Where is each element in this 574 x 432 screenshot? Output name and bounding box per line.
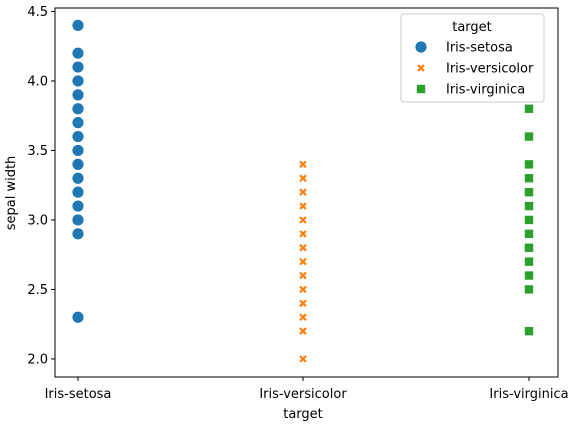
legend: target Iris-setosa Iris-versicolor Iris-vi…: [400, 13, 545, 103]
legend-label: Iris-versicolor: [446, 62, 534, 77]
x-axis: Iris-setosa Iris-versicolor Iris-virginica: [45, 377, 569, 402]
data-point-circle: [71, 144, 85, 157]
data-point-square: [524, 242, 534, 253]
data-point-circle: [71, 310, 85, 324]
data-point-x: [298, 215, 308, 225]
legend-items: Iris-setosa Iris-versicolor Iris-virginica: [414, 40, 534, 98]
data-point-circle: [71, 88, 85, 102]
data-point-x: [298, 312, 308, 322]
data-point-square: [524, 103, 534, 114]
legend-box: [400, 13, 545, 103]
data-point-square: [524, 284, 534, 295]
data-point-square: [524, 159, 534, 170]
data-point-square: [524, 256, 534, 267]
y-tick-label: 4.0: [27, 74, 48, 89]
data-point-circle: [71, 116, 85, 130]
data-point-circle: [71, 74, 85, 88]
data-point-square: [524, 270, 534, 281]
data-point-circle: [71, 130, 85, 143]
data-point-square: [524, 187, 534, 197]
data-point-x: [298, 159, 308, 169]
x-axis-label: target: [283, 407, 323, 422]
legend-label: Iris-setosa: [446, 41, 513, 56]
legend-title: target: [452, 20, 492, 35]
data-point-x: [298, 270, 308, 281]
plot-frame: [54, 7, 559, 378]
data-point-x: [298, 187, 308, 197]
data-point-square: [524, 326, 534, 336]
y-tick-label: 3.0: [27, 213, 48, 228]
legend-marker-square: [416, 84, 426, 94]
data-point-x: [298, 298, 308, 308]
data-point-square: [524, 229, 534, 239]
data-point-circle: [71, 199, 85, 213]
data-point-square: [524, 201, 534, 211]
data-point-x: [298, 243, 308, 253]
data-point-square: [524, 131, 534, 142]
legend-marker-x: [416, 63, 426, 73]
data-point-x: [298, 229, 308, 239]
data-marks: [71, 18, 534, 364]
data-point-x: [298, 173, 308, 183]
y-axis: 2.0 2.5 3.0 3.5 4.0 4.5: [27, 5, 55, 367]
data-point-x: [298, 354, 308, 364]
data-point-square: [524, 215, 534, 225]
x-tick-label: Iris-versicolor: [259, 387, 347, 402]
data-point-circle: [71, 227, 85, 241]
data-point-square: [524, 173, 534, 184]
data-point-circle: [71, 46, 85, 60]
data-point-circle: [71, 102, 85, 116]
data-point-circle: [71, 213, 85, 227]
x-tick-label: Iris-setosa: [45, 387, 112, 402]
legend-label: Iris-virginica: [446, 83, 525, 98]
legend-marker-circle: [414, 40, 428, 54]
data-point-x: [298, 284, 308, 295]
x-tick-label: Iris-virginica: [489, 387, 568, 402]
y-tick-label: 4.5: [27, 5, 48, 20]
y-tick-label: 3.5: [27, 144, 48, 159]
y-axis-label: sepal width: [4, 156, 19, 231]
data-point-circle: [71, 18, 85, 32]
data-point-circle: [71, 171, 85, 185]
y-tick-label: 2.0: [27, 352, 48, 367]
data-point-x: [298, 201, 308, 211]
data-point-circle: [71, 185, 85, 199]
y-tick-label: 2.5: [27, 283, 48, 298]
data-point-x: [298, 257, 308, 267]
data-point-circle: [71, 60, 85, 74]
data-point-x: [298, 326, 308, 336]
data-point-circle: [71, 157, 85, 171]
